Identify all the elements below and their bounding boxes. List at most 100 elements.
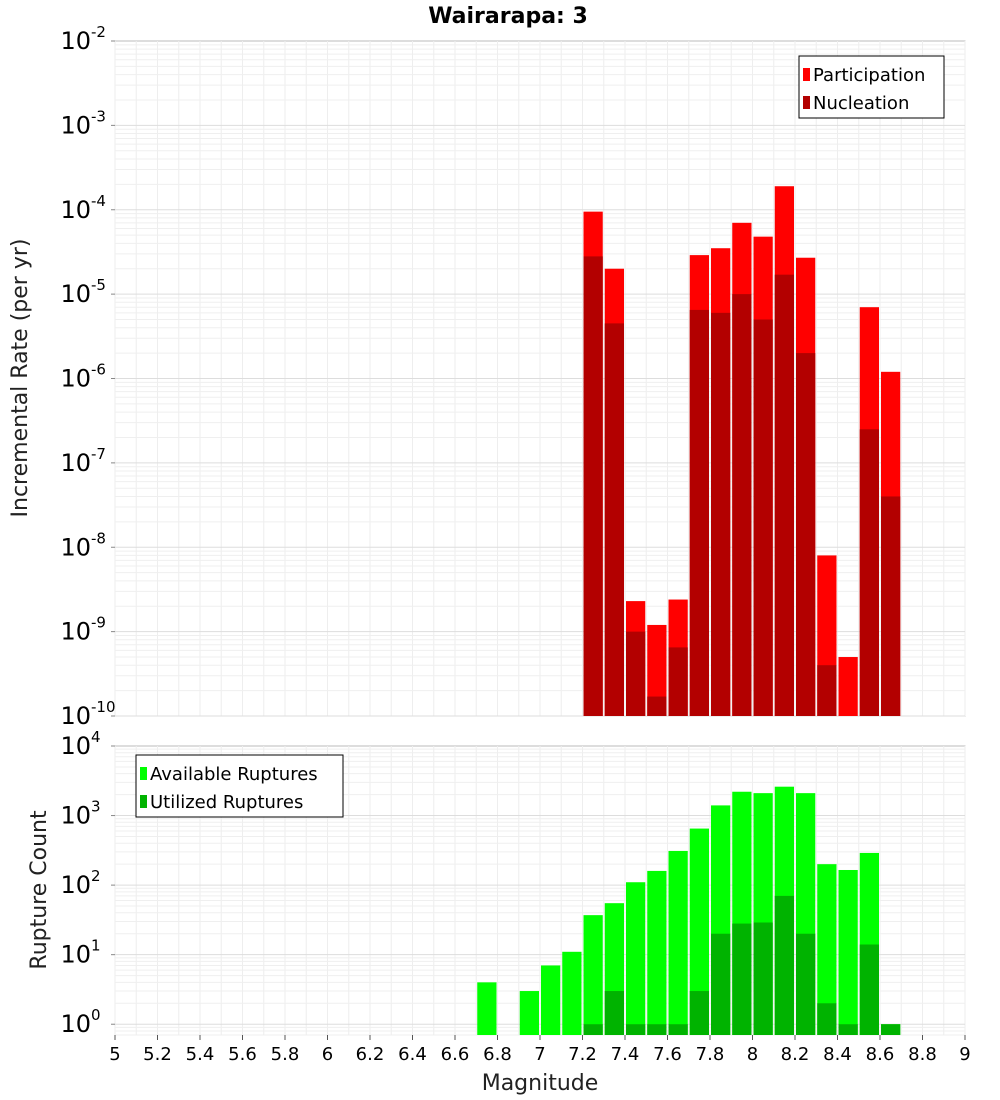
y-tick-exponent: -6 — [91, 361, 106, 379]
bar-nucleation — [859, 429, 879, 716]
legend-box — [798, 55, 945, 119]
bar-available-ruptures — [626, 882, 646, 1035]
bar-nucleation — [647, 696, 667, 716]
bar-nucleation — [689, 309, 709, 716]
y-tick-label: 10 -4 — [60, 192, 106, 224]
bar-utilized-ruptures — [817, 1003, 837, 1035]
bar-nucleation — [668, 647, 688, 716]
y-tick-base: 10 — [60, 802, 91, 830]
y-tick-label: 10 2 — [60, 867, 100, 899]
x-tick-label: 8 — [747, 1044, 758, 1065]
bar-available-ruptures — [668, 850, 688, 1035]
bar-available-ruptures — [562, 951, 582, 1035]
y-tick-label: 10 -6 — [60, 361, 106, 393]
y-tick-label: 10 -3 — [60, 107, 106, 139]
x-tick-label: 6.8 — [483, 1044, 512, 1065]
y-tick-base: 10 — [60, 1010, 91, 1038]
y-tick-base: 10 — [60, 702, 91, 730]
bar-utilized-ruptures — [881, 1024, 901, 1035]
y-tick-label: 10 0 — [60, 1006, 100, 1038]
y-tick-base: 10 — [60, 280, 91, 308]
x-tick-label: 6.4 — [398, 1044, 427, 1065]
y-tick-base: 10 — [60, 732, 91, 760]
legend-label: Nucleation — [813, 93, 909, 114]
y-tick-exponent: -10 — [91, 698, 116, 716]
y-tick-exponent: 2 — [91, 867, 101, 885]
bar-utilized-ruptures — [838, 1024, 858, 1035]
legend-swatch — [803, 68, 810, 81]
y-tick-label: 10 -5 — [60, 276, 106, 308]
y-tick-base: 10 — [60, 618, 91, 646]
y-tick-label: 10 4 — [60, 728, 100, 760]
legend-label: Utilized Ruptures — [150, 792, 303, 813]
x-tick-label: 7 — [534, 1044, 545, 1065]
y-tick-base: 10 — [60, 533, 91, 561]
bar-nucleation — [881, 496, 901, 716]
chart-title: Wairarapa: 3 — [428, 4, 588, 29]
x-tick-label: 5.2 — [143, 1044, 172, 1065]
y-tick-label: 10 -10 — [60, 698, 115, 730]
x-tick-label: 5.6 — [228, 1044, 257, 1065]
y-tick-label: 10 1 — [60, 937, 100, 969]
count-bars — [477, 786, 901, 1035]
bar-available-ruptures — [838, 869, 858, 1035]
legend-swatch — [140, 795, 147, 808]
x-tick-label: 8.6 — [866, 1044, 895, 1065]
legend-swatch — [140, 767, 147, 780]
y-tick-label: 10 3 — [60, 798, 100, 830]
y-tick-exponent: -9 — [91, 614, 106, 632]
bar-utilized-ruptures — [604, 991, 624, 1035]
y-tick-base: 10 — [60, 365, 91, 393]
bar-available-ruptures — [541, 965, 561, 1035]
bar-utilized-ruptures — [689, 991, 709, 1035]
x-tick-label: 8.4 — [823, 1044, 852, 1065]
legend-label: Participation — [813, 65, 925, 86]
bar-available-ruptures — [583, 915, 603, 1035]
bar-available-ruptures — [519, 991, 539, 1035]
y-tick-exponent: -2 — [91, 23, 106, 41]
x-tick-label: 5.4 — [186, 1044, 215, 1065]
y-tick-label: 10 -8 — [60, 529, 106, 561]
bar-nucleation — [732, 294, 752, 716]
x-tick-label: 7.4 — [611, 1044, 640, 1065]
x-tick-label: 7.8 — [696, 1044, 725, 1065]
bar-nucleation — [817, 665, 837, 716]
y-tick-exponent: -5 — [91, 276, 106, 294]
x-axis-label: Magnitude — [482, 1071, 599, 1096]
bar-utilized-ruptures — [647, 1024, 667, 1035]
y-tick-exponent: -4 — [91, 192, 106, 210]
x-tick-label: 5 — [109, 1044, 120, 1065]
bar-utilized-ruptures — [774, 895, 794, 1035]
y-tick-label: 10 -7 — [60, 445, 106, 477]
bar-nucleation — [753, 319, 773, 716]
y-tick-base: 10 — [60, 27, 91, 55]
rate-bars — [583, 186, 901, 717]
bar-utilized-ruptures — [859, 944, 879, 1035]
bar-nucleation — [774, 274, 794, 716]
x-tick-label: 7.6 — [653, 1044, 682, 1065]
legend-label: Available Ruptures — [150, 764, 318, 785]
x-tick-label: 6.2 — [356, 1044, 385, 1065]
y-tick-label: 10 -2 — [60, 23, 106, 55]
rate-y-axis-label: Incremental Rate (per yr) — [8, 239, 33, 518]
y-tick-exponent: 3 — [91, 798, 101, 816]
bar-participation — [647, 624, 667, 716]
bar-nucleation — [796, 353, 816, 716]
y-tick-exponent: 4 — [91, 728, 101, 746]
count-y-axis-label: Rupture Count — [27, 810, 52, 970]
y-tick-exponent: -3 — [91, 107, 106, 125]
bar-available-ruptures — [689, 828, 709, 1035]
count-x-ticks: 5 5.2 5.4 5.6 5.8 6 6.2 6.4 6.6 6.8 7 7.2 7.4 7.6 7.8 8… — [109, 1035, 971, 1065]
y-tick-exponent: -7 — [91, 445, 106, 463]
bar-nucleation — [711, 312, 731, 716]
bar-utilized-ruptures — [732, 923, 752, 1035]
bar-participation — [838, 657, 858, 716]
y-tick-base: 10 — [60, 196, 91, 224]
bar-available-ruptures — [477, 982, 497, 1035]
x-tick-label: 6.6 — [441, 1044, 470, 1065]
bar-utilized-ruptures — [626, 1024, 646, 1035]
bar-nucleation — [583, 256, 603, 716]
